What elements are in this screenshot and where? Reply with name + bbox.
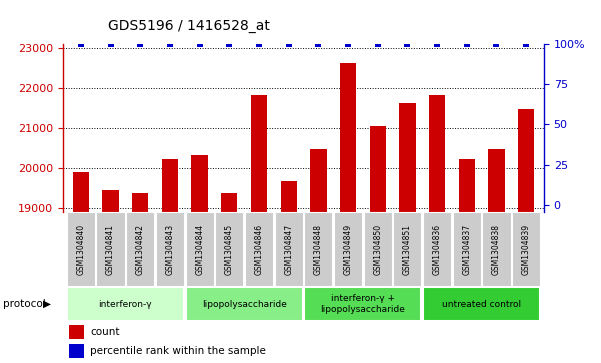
FancyBboxPatch shape [423, 212, 451, 287]
Bar [399, 103, 415, 363]
Bar [429, 95, 445, 363]
FancyBboxPatch shape [334, 212, 362, 287]
Bar [102, 190, 119, 363]
FancyBboxPatch shape [186, 212, 214, 287]
Text: GSM1304849: GSM1304849 [344, 224, 353, 275]
Text: interferon-γ: interferon-γ [99, 299, 152, 309]
Text: GSM1304842: GSM1304842 [136, 224, 145, 275]
FancyBboxPatch shape [186, 287, 303, 321]
Point [462, 41, 472, 46]
Point [521, 41, 531, 46]
Text: GSM1304847: GSM1304847 [284, 224, 293, 275]
Text: GSM1304846: GSM1304846 [254, 224, 263, 275]
Bar [162, 159, 178, 363]
FancyBboxPatch shape [453, 212, 481, 287]
Text: ▶: ▶ [43, 299, 51, 309]
Text: GSM1304841: GSM1304841 [106, 224, 115, 275]
Bar [251, 95, 267, 363]
Point [403, 41, 412, 46]
Bar [340, 63, 356, 363]
Point [432, 41, 442, 46]
FancyBboxPatch shape [423, 287, 540, 321]
Text: GSM1304845: GSM1304845 [225, 224, 234, 275]
Point [76, 41, 86, 46]
Text: GSM1304838: GSM1304838 [492, 224, 501, 275]
FancyBboxPatch shape [215, 212, 243, 287]
FancyBboxPatch shape [156, 212, 184, 287]
Text: GSM1304850: GSM1304850 [373, 224, 382, 275]
Text: GSM1304839: GSM1304839 [522, 224, 531, 275]
Text: percentile rank within the sample: percentile rank within the sample [90, 346, 266, 356]
FancyBboxPatch shape [304, 287, 421, 321]
Point [106, 41, 115, 46]
Point [254, 41, 264, 46]
FancyBboxPatch shape [67, 287, 184, 321]
FancyBboxPatch shape [304, 212, 332, 287]
Bar [518, 109, 534, 363]
FancyBboxPatch shape [275, 212, 303, 287]
Bar [310, 149, 326, 363]
FancyBboxPatch shape [97, 212, 124, 287]
Point [225, 41, 234, 46]
Point [343, 41, 353, 46]
Text: protocol: protocol [3, 299, 46, 309]
Point [492, 41, 501, 46]
Text: GSM1304844: GSM1304844 [195, 224, 204, 275]
Point [165, 41, 175, 46]
Text: GSM1304851: GSM1304851 [403, 224, 412, 275]
FancyBboxPatch shape [126, 212, 154, 287]
Text: GSM1304843: GSM1304843 [165, 224, 174, 275]
Text: count: count [90, 327, 120, 337]
Point [135, 41, 145, 46]
Text: GSM1304840: GSM1304840 [76, 224, 85, 275]
Bar [370, 126, 386, 363]
FancyBboxPatch shape [67, 212, 95, 287]
Bar [73, 172, 89, 363]
Text: GSM1304836: GSM1304836 [433, 224, 442, 275]
Text: GSM1304848: GSM1304848 [314, 224, 323, 275]
Text: lipopolysaccharide: lipopolysaccharide [202, 299, 287, 309]
Point [314, 41, 323, 46]
FancyBboxPatch shape [393, 212, 421, 287]
Text: interferon-γ +
lipopolysaccharide: interferon-γ + lipopolysaccharide [320, 294, 405, 314]
Point [373, 41, 382, 46]
Point [195, 41, 204, 46]
FancyBboxPatch shape [364, 212, 392, 287]
Text: GDS5196 / 1416528_at: GDS5196 / 1416528_at [108, 19, 270, 33]
FancyBboxPatch shape [483, 212, 510, 287]
Bar [132, 193, 148, 363]
Text: untreated control: untreated control [442, 299, 521, 309]
Bar [488, 149, 505, 363]
Bar [221, 193, 237, 363]
Point [284, 41, 293, 46]
Text: GSM1304837: GSM1304837 [462, 224, 471, 275]
FancyBboxPatch shape [245, 212, 273, 287]
Bar [281, 182, 297, 363]
Bar [192, 155, 208, 363]
FancyBboxPatch shape [512, 212, 540, 287]
Bar [459, 159, 475, 363]
